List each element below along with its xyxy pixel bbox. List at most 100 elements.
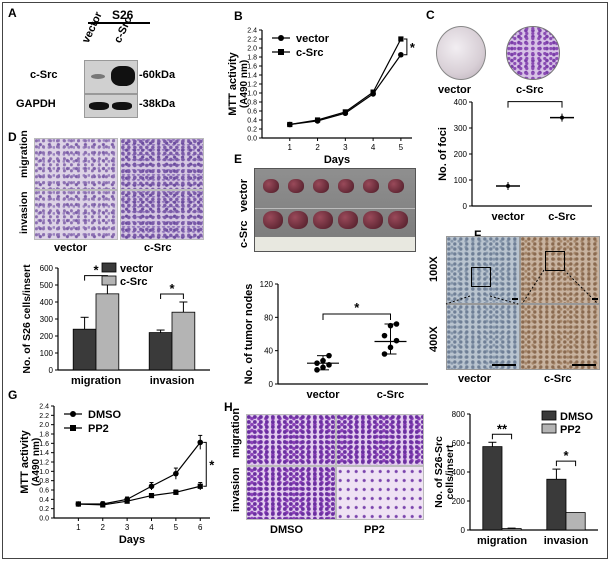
data-point-c-src — [398, 36, 404, 42]
significance-bracket — [203, 441, 207, 487]
bar-c-src — [95, 293, 120, 371]
x-category-label: invasion — [544, 535, 589, 547]
blot-row-gapdh: GAPDH — [16, 98, 56, 110]
data-point-pp2 — [197, 483, 203, 489]
y-tick-label: 200 — [40, 332, 54, 341]
micrograph-h-migration-pp2 — [336, 414, 424, 466]
tumor-nodule — [363, 179, 379, 193]
y-tick-label: 1.8 — [39, 432, 49, 439]
x-tick-label: 2 — [101, 523, 106, 532]
y-axis-label: No. of S26 cells/insert — [21, 264, 33, 374]
legend-label: PP2 — [560, 424, 581, 436]
significance-marker: ** — [530, 96, 541, 103]
blot-band-csrc-strong — [111, 66, 135, 86]
y-tick-label: 2.4 — [39, 404, 49, 411]
x-tick-label: 2 — [315, 143, 320, 152]
y-tick-label: 1.8 — [247, 55, 257, 62]
legend-marker — [278, 35, 284, 41]
significance-bracket — [507, 101, 563, 108]
x-category-label: vector — [491, 211, 525, 223]
data-point — [381, 351, 388, 357]
y-tick-label: 0 — [463, 202, 468, 211]
blot-band-gapdh-2 — [112, 102, 132, 110]
data-point-pp2 — [100, 502, 106, 508]
scale-bar-100x-csrc — [592, 298, 598, 300]
legend-marker — [70, 411, 76, 417]
x-category-label: c-Src — [377, 389, 405, 401]
y-tick-label: 200 — [454, 150, 468, 159]
data-point — [326, 362, 332, 368]
x-tick-label: 3 — [343, 143, 348, 152]
legend-label: DMSO — [88, 409, 121, 421]
y-tick-label: 2.2 — [247, 37, 257, 44]
data-point — [314, 360, 320, 366]
legend-label: vector — [120, 263, 154, 275]
y-tick-label: 0.2 — [247, 127, 257, 134]
chart-c-foci: 0 100 200 300 400 vector c-Src No. of foci ** — [437, 96, 592, 223]
scale-bar-100x-vector — [512, 298, 518, 300]
y-tick-label: 1.0 — [247, 91, 257, 98]
bar-pp2 — [565, 512, 586, 531]
y-tick-label: 1.4 — [39, 450, 49, 457]
y-axis-label: No. of foci — [437, 127, 449, 181]
legend-swatch — [101, 275, 117, 286]
data-point — [320, 357, 326, 364]
legend-label: c-Src — [120, 276, 148, 288]
d-col-vector: vector — [54, 242, 88, 254]
y-axis-label: No. of tumor nodes — [243, 284, 255, 385]
zoom-box-csrc — [545, 251, 565, 271]
tumor-nodule — [313, 211, 333, 229]
tumor-nodule — [388, 179, 404, 193]
y-tick-label: 40 — [264, 347, 273, 356]
micrograph-d-migration-csrc — [120, 138, 204, 190]
y-tick-label: 1.2 — [247, 82, 257, 89]
y-tick-label: 0.6 — [39, 488, 49, 495]
significance-bracket — [403, 38, 408, 56]
x-tick-label: 1 — [76, 523, 81, 532]
legend-marker — [70, 425, 76, 431]
panel-label-b: B — [234, 9, 243, 23]
ihc-400x-csrc — [520, 304, 600, 370]
blot-bracket-line — [88, 22, 150, 24]
bar-dmso — [482, 446, 503, 531]
significance-bracket — [555, 460, 577, 467]
y-tick-label: 2.0 — [247, 46, 257, 53]
y-tick-label: 0 — [461, 526, 466, 535]
d-row-invasion: invasion — [18, 191, 30, 234]
y-tick-label: 100 — [454, 176, 468, 185]
y-tick-label: 300 — [454, 124, 468, 133]
bar-vector — [148, 332, 173, 371]
h-row-migration: migration — [230, 407, 242, 458]
e-row-csrc: c-Src — [238, 220, 250, 248]
x-category-label: c-Src — [548, 211, 576, 223]
zoom-line-2 — [489, 295, 519, 305]
significance-bracket — [322, 313, 391, 320]
tumor-nodule — [363, 211, 383, 229]
panel-label-h: H — [224, 400, 233, 414]
y-tick-label: 0.8 — [247, 100, 257, 107]
dish-label-csrc: c-Src — [516, 84, 544, 96]
panel-label-a: A — [8, 6, 17, 20]
blot-size-csrc: -60kDa — [139, 69, 176, 81]
y-tick-label: 0.4 — [247, 118, 257, 125]
tumor-photo — [254, 168, 416, 252]
legend-marker — [278, 49, 284, 55]
chart-h-bars: 0 200 400 600 800 migration ** invasion * DMSOPP2… — [433, 410, 598, 547]
data-point-pp2 — [124, 498, 130, 504]
y-tick-label: 0 — [49, 366, 54, 375]
chart-e-tumor-nodes: 0 40 80 120 vector c-Src No. of tumor nodes * — [243, 280, 428, 401]
ihc-zoom-lines — [445, 269, 599, 366]
panel-label-d: D — [8, 130, 17, 144]
significance-marker: * — [563, 448, 569, 463]
tumor-nodule — [263, 179, 279, 193]
y-tick-label: 1.2 — [39, 460, 49, 467]
data-point-c-src — [342, 109, 348, 115]
blot-band-csrc-weak — [91, 74, 105, 79]
tumor-nodule — [388, 211, 408, 229]
blot-size-gapdh: -38kDa — [139, 98, 176, 110]
y-tick-label: 600 — [452, 439, 466, 448]
y-tick-label: 80 — [264, 313, 273, 322]
y-axis-label-unit: (A490 nm) — [239, 60, 250, 108]
